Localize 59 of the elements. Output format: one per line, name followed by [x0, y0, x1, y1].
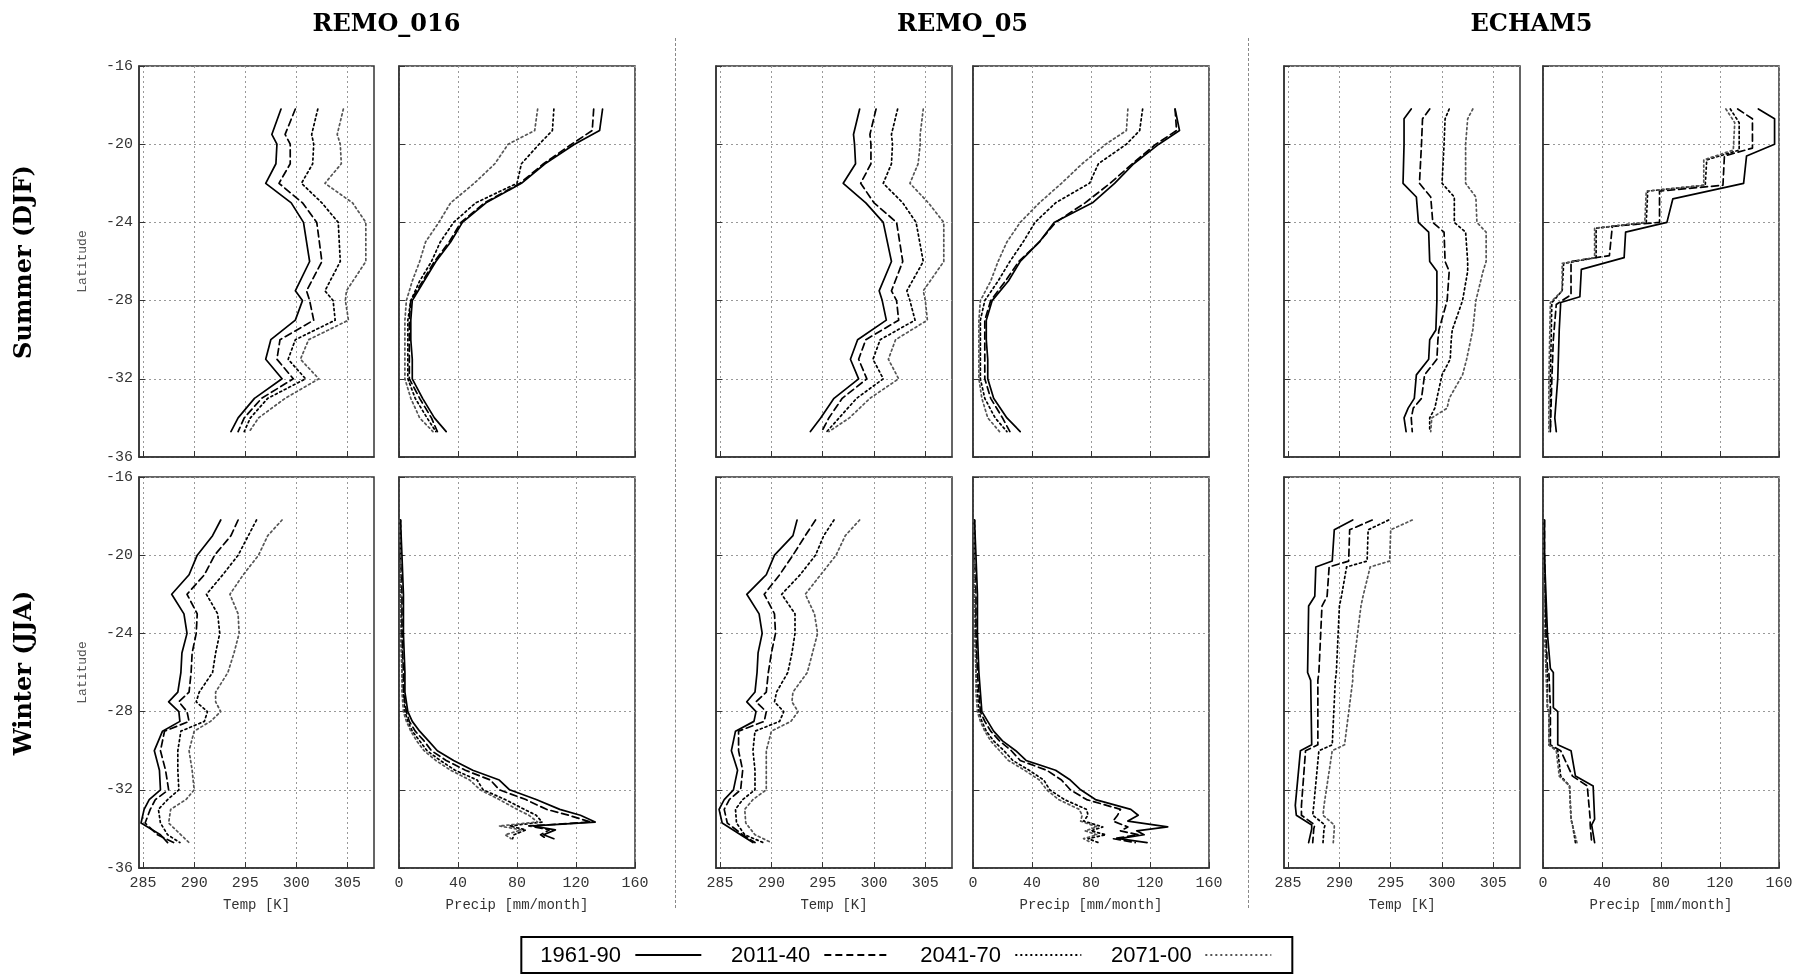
x-tick-label: 160	[1765, 875, 1793, 892]
chart-title: ECHAM5	[1469, 8, 1594, 37]
legend-label: 2041-70	[920, 942, 1001, 968]
x-tick-label: 285	[129, 875, 157, 892]
x-tick-label: 160	[1195, 875, 1223, 892]
x-axis-title: Precip [mm/month]	[1019, 897, 1163, 913]
x-tick-label: 0	[1538, 875, 1548, 892]
x-tick-label: 300	[282, 875, 310, 892]
chart-title: REMO_016	[311, 8, 462, 37]
legend-label: 1961-90	[540, 942, 622, 968]
y-tick-label: -28	[105, 292, 133, 310]
y-tick-label: -20	[105, 546, 133, 564]
x-tick-label: 40	[1022, 875, 1042, 892]
x-tick-label: 305	[333, 875, 361, 892]
x-tick-label: 300	[860, 875, 888, 892]
y-tick-label: -32	[105, 781, 133, 799]
text: Summer (DJF)	[8, 163, 38, 361]
y-tick-label: -32	[105, 370, 133, 388]
x-tick-label: 285	[706, 875, 734, 892]
y-tick-label: -20	[105, 135, 133, 153]
legend-label: 2011-40	[731, 942, 811, 968]
x-tick-label: 305	[911, 875, 939, 892]
x-tick-label: 160	[621, 875, 649, 892]
text: Winter (JJA)	[8, 589, 38, 758]
x-tick-label: 0	[394, 875, 404, 892]
x-axis-title: Precip [mm/month]	[1589, 897, 1733, 913]
x-axis-title: Temp [K]	[1368, 897, 1436, 913]
x-axis-title: Temp [K]	[800, 897, 868, 913]
x-tick-label: 290	[180, 875, 208, 892]
x-axis-title: Precip [mm/month]	[445, 897, 589, 913]
x-tick-label: 285	[1274, 875, 1302, 892]
x-tick-label: 80	[1081, 875, 1101, 892]
x-tick-label: 120	[1136, 875, 1164, 892]
y-axis-title: Latitude	[75, 230, 90, 293]
x-tick-label: 120	[1706, 875, 1734, 892]
y-tick-label: -36	[105, 448, 133, 466]
x-tick-label: 40	[1592, 875, 1612, 892]
x-tick-label: 300	[1428, 875, 1456, 892]
x-tick-label: 295	[1377, 875, 1405, 892]
y-tick-label: -36	[105, 859, 133, 877]
x-axis-title: Temp [K]	[222, 897, 291, 913]
x-tick-label: 80	[1651, 875, 1671, 892]
legend-label: 2071-00	[1110, 942, 1192, 968]
x-tick-label: 305	[1479, 875, 1507, 892]
x-tick-label: 80	[507, 875, 527, 892]
y-tick-label: -24	[105, 213, 133, 231]
x-tick-label: 40	[448, 875, 468, 892]
x-tick-label: 0	[968, 875, 978, 892]
chart-title: REMO_05	[895, 8, 1030, 37]
x-tick-label: 120	[562, 875, 590, 892]
x-tick-label: 295	[231, 875, 259, 892]
y-tick-label: -24	[105, 624, 133, 642]
y-axis-title: Latitude	[75, 641, 90, 704]
x-tick-label: 290	[757, 875, 785, 892]
y-tick-label: -16	[105, 57, 133, 75]
x-tick-label: 295	[809, 875, 837, 892]
x-tick-label: 290	[1325, 875, 1353, 892]
y-tick-label: -28	[105, 703, 133, 721]
y-tick-label: -16	[105, 468, 133, 486]
